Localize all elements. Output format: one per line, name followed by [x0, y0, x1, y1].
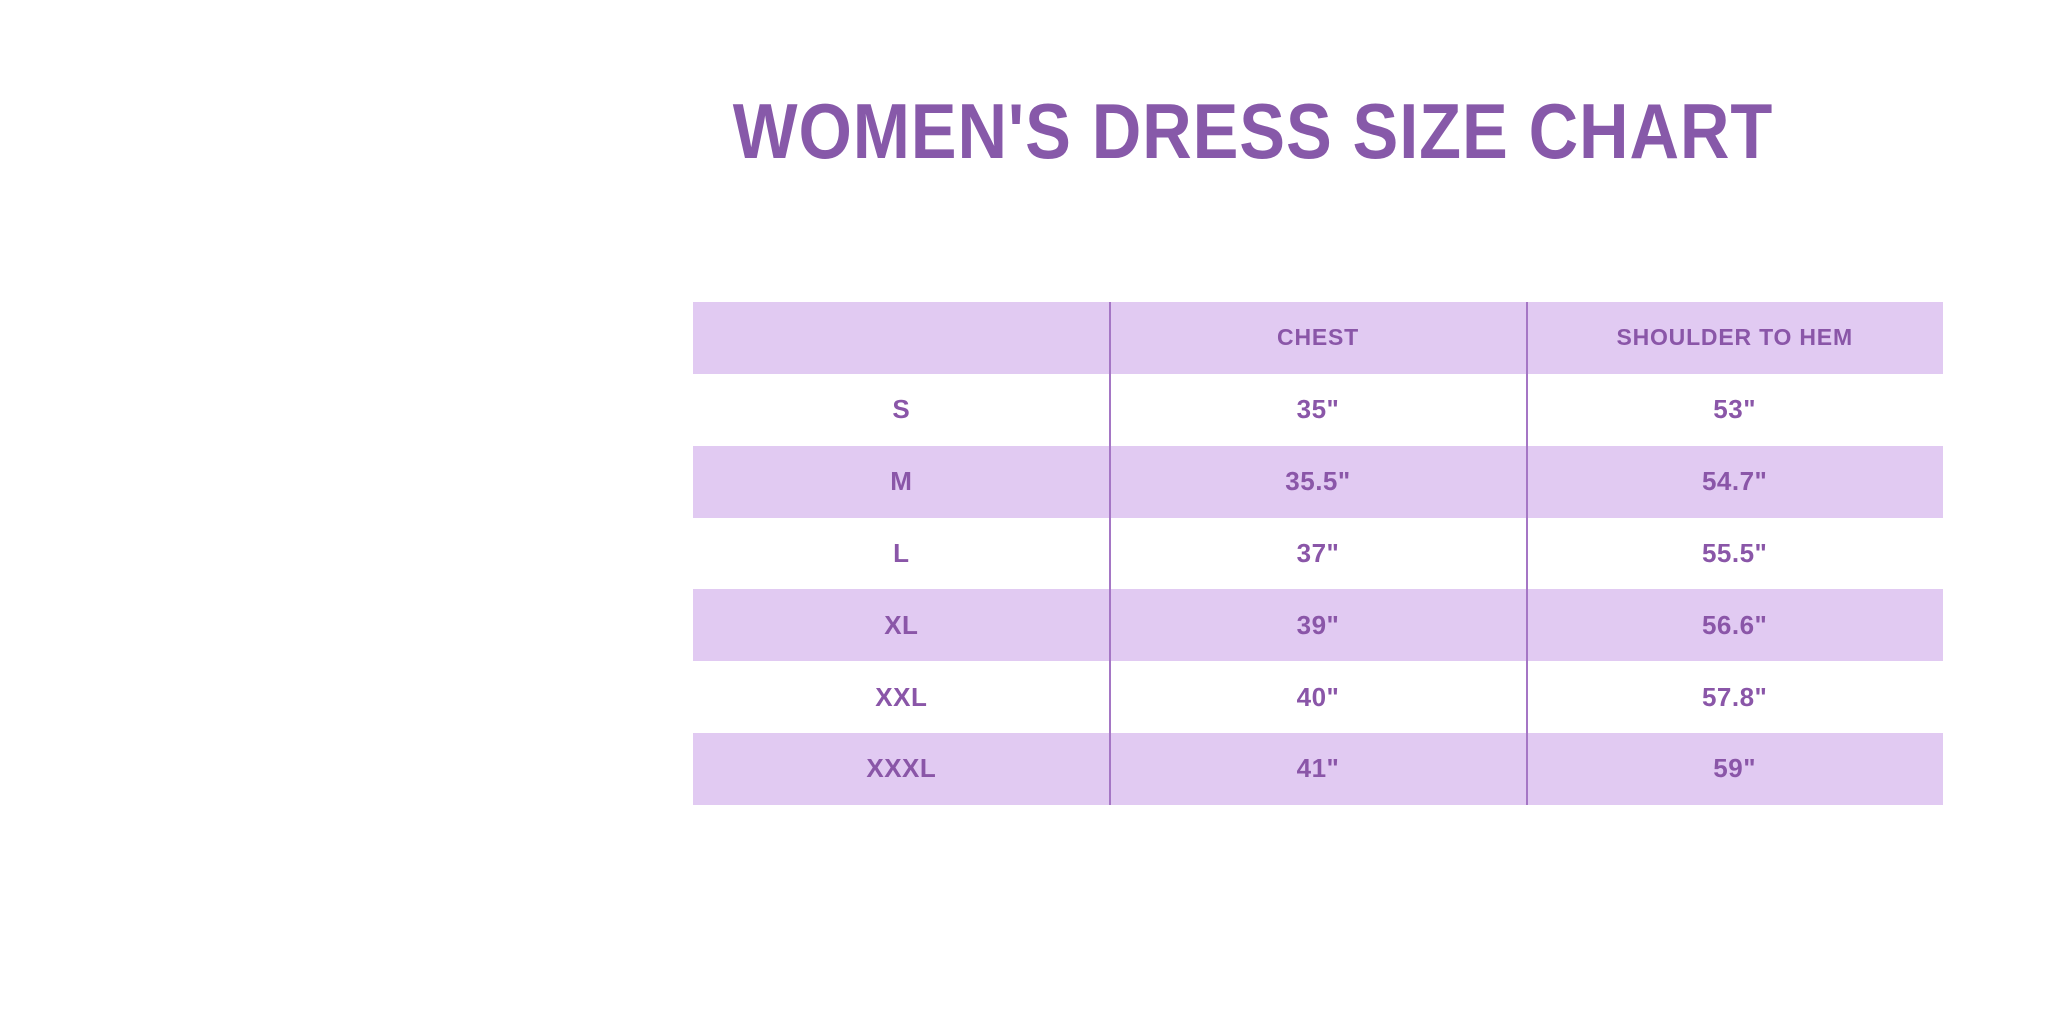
table-row: XXXL 41" 59" — [693, 733, 1943, 805]
hem-cell: 56.6" — [1701, 609, 1768, 640]
table-row: M 35.5" 54.7" — [693, 445, 1943, 518]
chest-cell: 37" — [1296, 537, 1340, 568]
hem-cell: 53" — [1713, 394, 1757, 425]
header-cell-shoulder-to-hem: SHOULDER TO HEM — [1616, 324, 1853, 351]
chest-cell: 35" — [1296, 394, 1340, 425]
chest-cell: 39" — [1296, 609, 1340, 640]
size-cell: XL — [884, 609, 919, 640]
column-divider — [1109, 302, 1111, 805]
table-row: S 35" 53" — [693, 373, 1943, 446]
size-cell: M — [890, 466, 913, 497]
size-cell: L — [893, 537, 910, 568]
table-row: XL 39" 56.6" — [693, 589, 1943, 662]
hem-cell: 55.5" — [1701, 537, 1768, 568]
size-cell: S — [892, 394, 911, 425]
column-divider — [1526, 302, 1528, 805]
chest-cell: 41" — [1296, 753, 1340, 784]
hem-cell: 57.8" — [1701, 681, 1768, 712]
size-table: CHEST SHOULDER TO HEM S 35" 53" M 35.5" … — [693, 302, 1943, 805]
chest-cell: 35.5" — [1285, 466, 1351, 497]
hem-cell: 59" — [1713, 753, 1757, 784]
header-cell-chest: CHEST — [1277, 324, 1359, 351]
table-row: XXL 40" 57.8" — [693, 661, 1943, 734]
hem-cell: 54.7" — [1701, 466, 1768, 497]
page-title: WOMEN'S DRESS SIZE CHART — [732, 87, 1774, 175]
table-header-row: CHEST SHOULDER TO HEM — [693, 302, 1943, 374]
chest-cell: 40" — [1296, 681, 1340, 712]
header-cell-size — [693, 302, 1110, 374]
size-cell: XXXL — [866, 753, 937, 784]
table-row: L 37" 55.5" — [693, 517, 1943, 590]
size-cell: XXL — [875, 681, 928, 712]
